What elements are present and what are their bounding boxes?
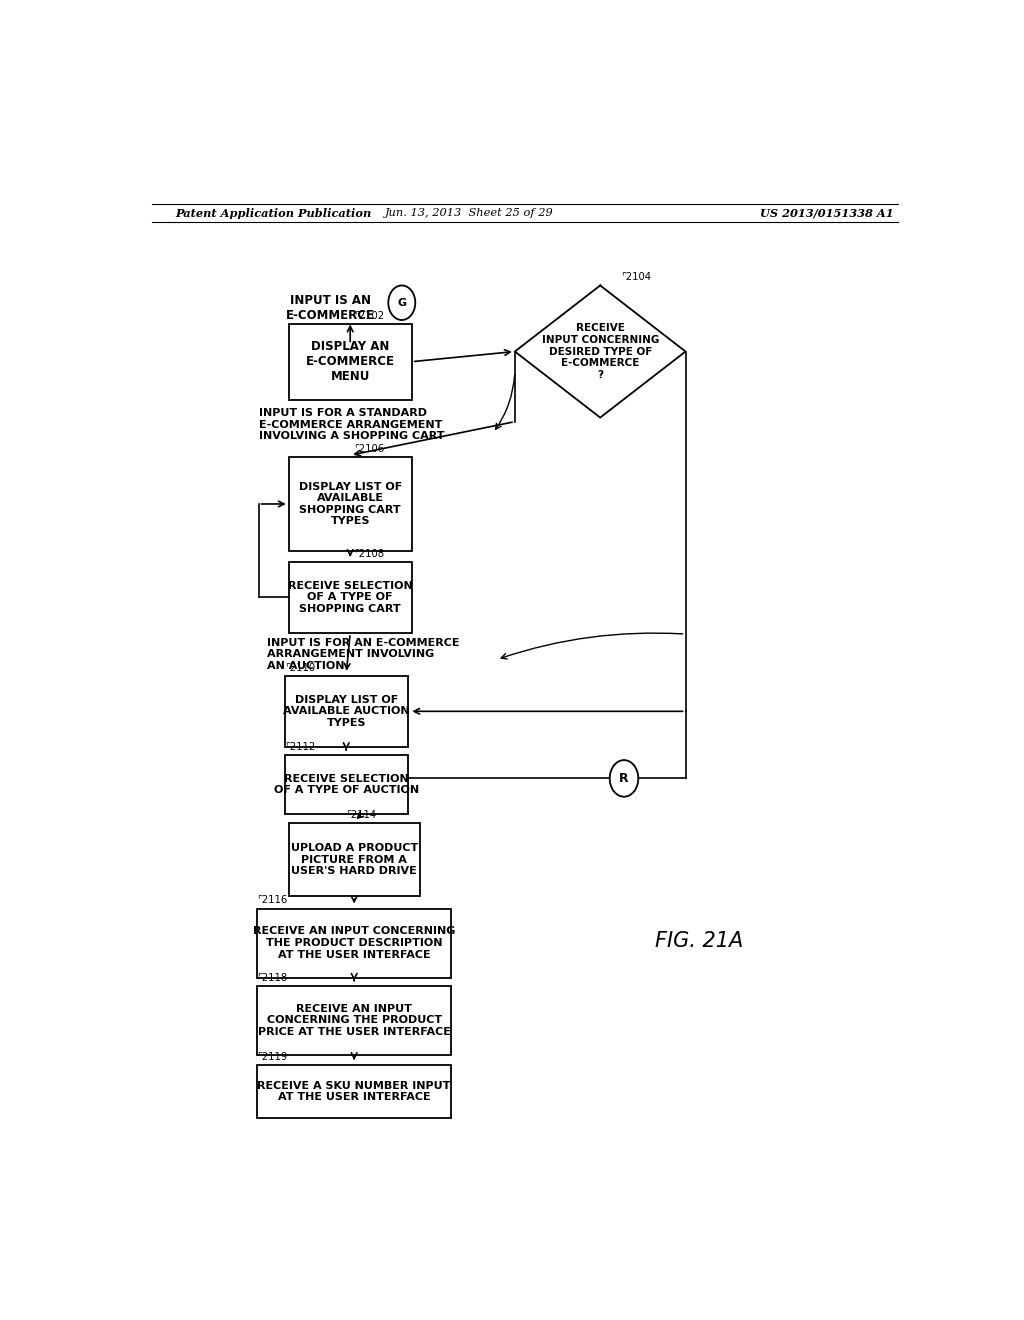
Text: INPUT IS FOR A STANDARD
E-COMMERCE ARRANGEMENT
INVOLVING A SHOPPING CART: INPUT IS FOR A STANDARD E-COMMERCE ARRAN… <box>259 408 444 441</box>
Text: FIG. 21A: FIG. 21A <box>655 931 743 950</box>
Text: G: G <box>397 298 407 308</box>
Text: RECEIVE AN INPUT CONCERNING
THE PRODUCT DESCRIPTION
AT THE USER INTERFACE: RECEIVE AN INPUT CONCERNING THE PRODUCT … <box>253 927 456 960</box>
Text: RECEIVE SELECTION
OF A TYPE OF AUCTION: RECEIVE SELECTION OF A TYPE OF AUCTION <box>273 774 419 796</box>
Circle shape <box>609 760 638 797</box>
Polygon shape <box>515 285 685 417</box>
Text: UPLOAD A PRODUCT
PICTURE FROM A
USER'S HARD DRIVE: UPLOAD A PRODUCT PICTURE FROM A USER'S H… <box>291 843 418 876</box>
Text: Jun. 13, 2013  Sheet 25 of 29: Jun. 13, 2013 Sheet 25 of 29 <box>385 209 554 218</box>
Text: INPUT IS AN
E-COMMERCE
INPUT: INPUT IS AN E-COMMERCE INPUT <box>286 294 375 338</box>
FancyBboxPatch shape <box>257 908 452 978</box>
FancyBboxPatch shape <box>285 755 408 814</box>
Text: US 2013/0151338 A1: US 2013/0151338 A1 <box>760 207 893 219</box>
Text: RECEIVE A SKU NUMBER INPUT
AT THE USER INTERFACE: RECEIVE A SKU NUMBER INPUT AT THE USER I… <box>257 1081 451 1102</box>
Text: DISPLAY LIST OF
AVAILABLE AUCTION
TYPES: DISPLAY LIST OF AVAILABLE AUCTION TYPES <box>283 694 410 727</box>
Text: ⌜2110: ⌜2110 <box>285 663 314 673</box>
FancyBboxPatch shape <box>289 323 412 400</box>
Text: RECEIVE AN INPUT
CONCERNING THE PRODUCT
PRICE AT THE USER INTERFACE: RECEIVE AN INPUT CONCERNING THE PRODUCT … <box>258 1003 451 1038</box>
Text: ⌜2102: ⌜2102 <box>354 310 384 321</box>
FancyBboxPatch shape <box>285 676 408 747</box>
Text: ⌜2119: ⌜2119 <box>257 1052 287 1063</box>
FancyBboxPatch shape <box>289 457 412 550</box>
FancyBboxPatch shape <box>257 986 452 1055</box>
FancyBboxPatch shape <box>289 824 420 896</box>
Text: DISPLAY AN
E-COMMERCE
MENU: DISPLAY AN E-COMMERCE MENU <box>306 341 394 383</box>
Text: RECEIVE SELECTION
OF A TYPE OF
SHOPPING CART: RECEIVE SELECTION OF A TYPE OF SHOPPING … <box>288 581 413 614</box>
Text: ⌜2112: ⌜2112 <box>285 742 315 752</box>
Text: RECEIVE
INPUT CONCERNING
DESIRED TYPE OF
E-COMMERCE
?: RECEIVE INPUT CONCERNING DESIRED TYPE OF… <box>542 323 658 380</box>
Text: ⌜2108: ⌜2108 <box>354 549 384 558</box>
Text: ⌜2116: ⌜2116 <box>257 895 287 906</box>
Text: DISPLAY LIST OF
AVAILABLE
SHOPPING CART
TYPES: DISPLAY LIST OF AVAILABLE SHOPPING CART … <box>299 482 401 527</box>
Text: ⌜2106: ⌜2106 <box>354 444 384 454</box>
Text: R: R <box>620 772 629 785</box>
Text: ⌜2104: ⌜2104 <box>621 272 650 282</box>
FancyBboxPatch shape <box>289 562 412 634</box>
Text: ⌜2114: ⌜2114 <box>346 810 377 820</box>
Circle shape <box>388 285 416 319</box>
Text: Patent Application Publication: Patent Application Publication <box>176 207 372 219</box>
FancyBboxPatch shape <box>257 1065 452 1118</box>
Text: ⌜2118: ⌜2118 <box>257 973 287 982</box>
Text: INPUT IS FOR AN E-COMMERCE
ARRANGEMENT INVOLVING
AN AUCTION: INPUT IS FOR AN E-COMMERCE ARRANGEMENT I… <box>267 638 460 671</box>
